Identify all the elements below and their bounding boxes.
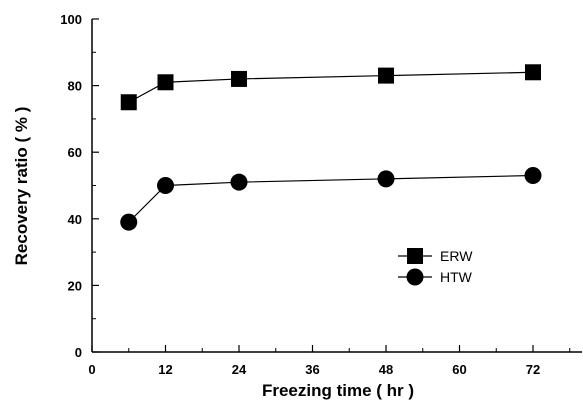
- legend-marker: [406, 268, 424, 286]
- data-point: [377, 170, 395, 188]
- y-axis-label: Recovery ratio ( % ): [12, 107, 31, 266]
- series-htw: [120, 167, 542, 231]
- x-tick-label: 48: [379, 362, 393, 377]
- legend-label: HTW: [440, 269, 473, 285]
- y-tick-label: 20: [68, 278, 82, 293]
- y-ticks: 0 20 40 60 80 100: [60, 12, 99, 360]
- series-line: [128, 71, 534, 103]
- data-point: [525, 64, 541, 81]
- y-tick-label: 0: [75, 345, 82, 360]
- y-tick-label: 80: [68, 79, 82, 94]
- series-line: [128, 174, 534, 223]
- x-tick-label: 60: [452, 362, 466, 377]
- data-point: [378, 67, 394, 84]
- series-layer: [120, 64, 542, 231]
- data-point: [230, 173, 248, 191]
- legend-item: ERW: [398, 248, 473, 264]
- x-tick-label: 72: [526, 362, 540, 377]
- data-point: [120, 213, 138, 231]
- x-tick-label: 24: [232, 362, 247, 377]
- x-axis-label: Freezing time ( hr ): [262, 381, 414, 400]
- data-point: [524, 167, 542, 185]
- series-erw: [120, 64, 541, 111]
- x-tick-label: 36: [305, 362, 319, 377]
- y-tick-label: 100: [60, 12, 82, 27]
- x-tick-label: 12: [158, 362, 172, 377]
- legend-label: ERW: [440, 248, 473, 264]
- data-point: [157, 177, 174, 194]
- x-tick-label: 0: [88, 362, 95, 377]
- data-point: [157, 74, 174, 91]
- legend-item: HTW: [398, 268, 473, 286]
- legend-marker: [407, 248, 423, 264]
- legend: ERW HTW: [398, 248, 473, 286]
- data-point: [231, 70, 247, 87]
- y-tick-label: 40: [68, 212, 82, 227]
- data-point: [120, 94, 137, 111]
- y-tick-label: 60: [68, 145, 82, 160]
- x-ticks: 0 12 24 36 48 60 72: [88, 345, 571, 377]
